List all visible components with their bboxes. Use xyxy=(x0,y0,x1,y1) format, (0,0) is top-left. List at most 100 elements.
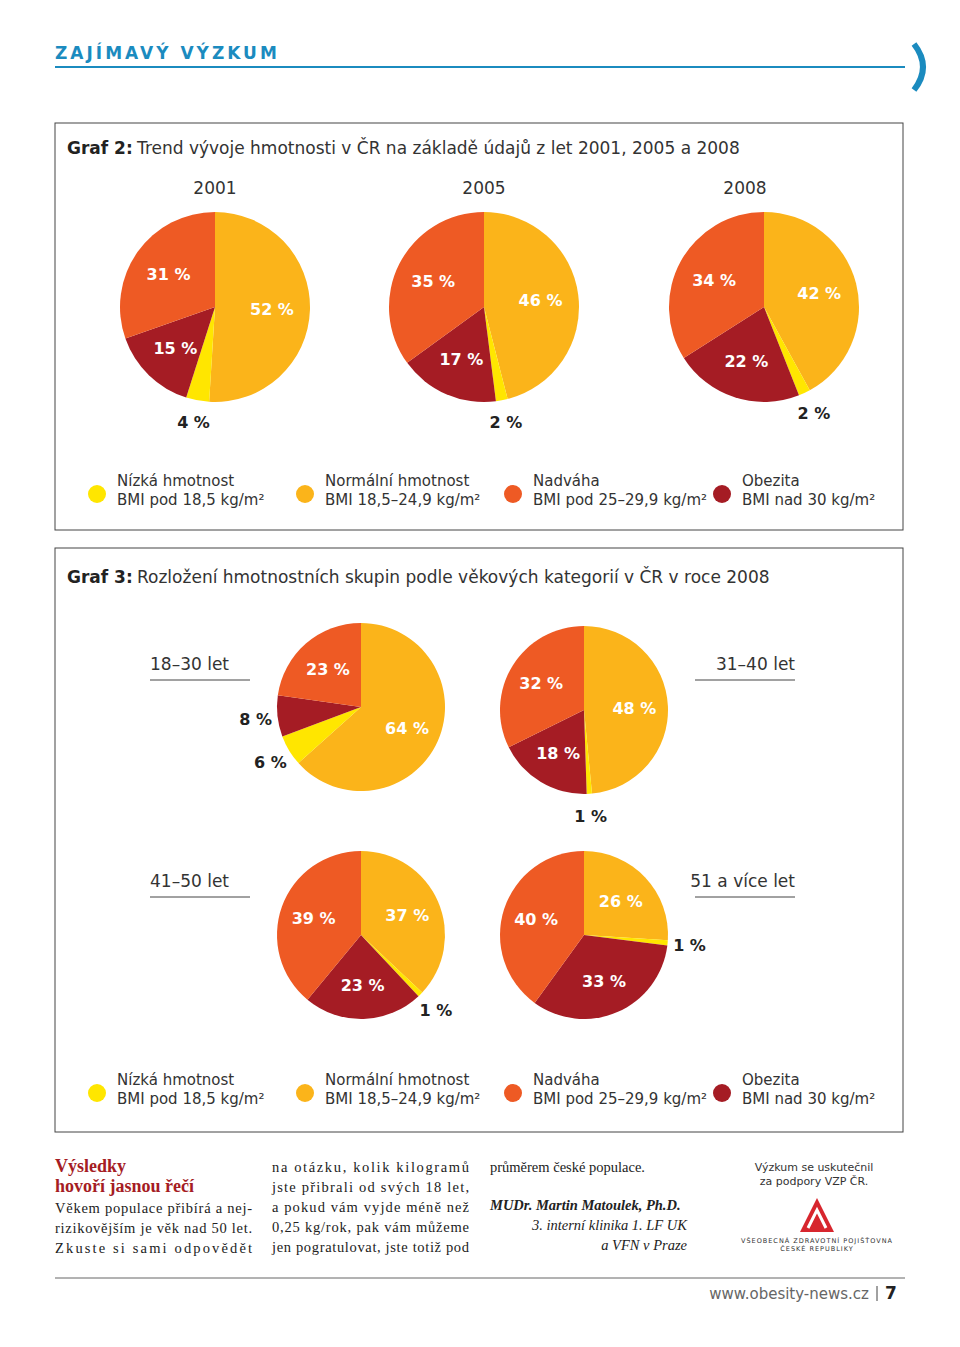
sponsor-note: za podpory VZP ČR. xyxy=(760,1175,869,1188)
data-label: 37 % xyxy=(385,906,429,925)
footer-rule xyxy=(55,1278,905,1279)
data-label: 23 % xyxy=(306,660,350,679)
legend-sublabel: BMI nad 30 kg/m² xyxy=(742,491,875,509)
pie-slice xyxy=(584,851,668,940)
pie-slice xyxy=(500,851,584,1003)
legend-label: Nadváha xyxy=(533,1071,600,1089)
pie: 26 %1 %33 %40 % xyxy=(500,851,706,1019)
article-line: průměrem české populace. xyxy=(490,1159,645,1175)
article-line: jste přibrali od svých 18 let, xyxy=(271,1179,469,1195)
data-label: 23 % xyxy=(341,976,385,995)
footer-url: www.obesity-news.cz xyxy=(709,1285,869,1303)
data-label: 52 % xyxy=(250,300,294,319)
logo xyxy=(808,1210,826,1228)
pie: 48 % 1 % 18 % 32 % xyxy=(500,626,668,826)
article-line: Věkem populace přibírá a nej- xyxy=(55,1200,252,1216)
title-rule xyxy=(150,897,250,898)
section-title: ZAJÍMAVÝ VÝZKUM xyxy=(55,42,280,63)
graph-label: Graf 2: xyxy=(67,138,133,158)
legend-label: Nízká hmotnost xyxy=(117,472,234,490)
chart-title: 2008 xyxy=(723,178,766,198)
data-label: 22 % xyxy=(724,352,768,371)
data-label: 26 % xyxy=(599,891,643,910)
author-affiliation: 3. interní klinika 1. LF UK xyxy=(531,1217,688,1233)
pie: 64 % 6 % 8 % 23 % xyxy=(239,623,445,791)
pie: 37 % 1 % 23 % 39 % xyxy=(277,851,452,1020)
legend-sublabel: BMI pod 25–29,9 kg/m² xyxy=(533,1090,707,1108)
pie-slice xyxy=(389,212,484,363)
data-label: 1 % xyxy=(420,1001,453,1020)
article-heading: hovoří jasnou řečí xyxy=(55,1176,195,1196)
data-label: 1 % xyxy=(574,807,607,826)
legend-sublabel: BMI pod 18,5 kg/m² xyxy=(117,1090,264,1108)
article-line: a pokud vám vyjde méně než xyxy=(272,1199,470,1215)
graph-frame xyxy=(55,123,903,530)
legend-label: Normální hmotnost xyxy=(325,472,469,490)
graph-title: Trend vývoje hmotnosti v ČR na základě ú… xyxy=(136,137,740,158)
data-label: 35 % xyxy=(411,272,455,291)
legend-sublabel: BMI 18,5–24,9 kg/m² xyxy=(325,491,480,509)
pie: 42 %2 %22 %34 % xyxy=(669,212,859,423)
header-rule xyxy=(55,66,905,68)
legend-label: Obezita xyxy=(742,1071,800,1089)
data-label: 46 % xyxy=(519,291,563,310)
legend-label: Obezita xyxy=(742,472,800,490)
data-label: 32 % xyxy=(519,674,563,693)
article-line: Zkuste si sami odpovědět xyxy=(55,1240,252,1256)
article-heading: Výsledky xyxy=(55,1156,126,1176)
header-bracket xyxy=(914,44,923,90)
chart-title: 2005 xyxy=(462,178,505,198)
article-line: rizikovějším je věk nad 50 let. xyxy=(55,1220,252,1236)
legend-swatch xyxy=(504,485,522,503)
legend-sublabel: BMI pod 25–29,9 kg/m² xyxy=(533,491,707,509)
title-rule xyxy=(695,897,795,898)
pie-slice xyxy=(500,626,584,747)
author-name: MUDr. Martin Matoulek, Ph.D. xyxy=(489,1197,681,1213)
footer-separator xyxy=(877,1286,878,1301)
chart-title: 18–30 let xyxy=(150,654,229,674)
pie-slice xyxy=(584,626,668,794)
legend-sublabel: BMI 18,5–24,9 kg/m² xyxy=(325,1090,480,1108)
chart-title: 31–40 let xyxy=(716,654,795,674)
legend-swatch xyxy=(504,1084,522,1102)
data-label: 6 % xyxy=(254,753,287,772)
title-rule xyxy=(695,680,795,681)
legend-swatch xyxy=(88,485,106,503)
legend-label: Normální hmotnost xyxy=(325,1071,469,1089)
data-label: 8 % xyxy=(239,710,272,729)
legend-sublabel: BMI nad 30 kg/m² xyxy=(742,1090,875,1108)
data-label: 17 % xyxy=(439,350,483,369)
article-line: 0,25 kg/rok, pak vám můžeme xyxy=(272,1219,469,1235)
author-affiliation: a VFN v Praze xyxy=(601,1237,687,1253)
data-label: 2 % xyxy=(797,404,830,423)
data-label: 39 % xyxy=(292,909,336,928)
article-line: na otázku, kolik kilogramů xyxy=(272,1159,469,1175)
data-label: 1 % xyxy=(673,936,706,955)
legend-label: Nízká hmotnost xyxy=(117,1071,234,1089)
graph-title: Rozložení hmotnostních skupin podle věko… xyxy=(137,566,770,587)
legend-swatch xyxy=(713,1084,731,1102)
pie: 46 %2 %17 %35 % xyxy=(389,212,579,432)
legend-swatch xyxy=(88,1084,106,1102)
pie: 52 %4 %15 %31 % xyxy=(120,212,310,432)
data-label: 64 % xyxy=(385,719,429,738)
pie-slice xyxy=(120,212,215,339)
data-label: 18 % xyxy=(536,744,580,763)
data-label: 31 % xyxy=(147,265,191,284)
logo-text: ČESKÉ REPUBLIKY xyxy=(780,1244,854,1253)
legend-swatch xyxy=(296,1084,314,1102)
legend-swatch xyxy=(296,485,314,503)
title-rule xyxy=(150,680,250,681)
legend-swatch xyxy=(713,485,731,503)
graph-frame xyxy=(55,548,903,1132)
graph-label: Graf 3: xyxy=(67,567,133,587)
legend-sublabel: BMI pod 18,5 kg/m² xyxy=(117,491,264,509)
chart-title: 51 a více let xyxy=(690,871,795,891)
legend-label: Nadváha xyxy=(533,472,600,490)
data-label: 48 % xyxy=(612,699,656,718)
pie-slice xyxy=(209,212,310,402)
chart-title: 41–50 let xyxy=(150,871,229,891)
data-label: 4 % xyxy=(177,413,210,432)
data-label: 40 % xyxy=(514,910,558,929)
page-number: 7 xyxy=(885,1283,897,1303)
